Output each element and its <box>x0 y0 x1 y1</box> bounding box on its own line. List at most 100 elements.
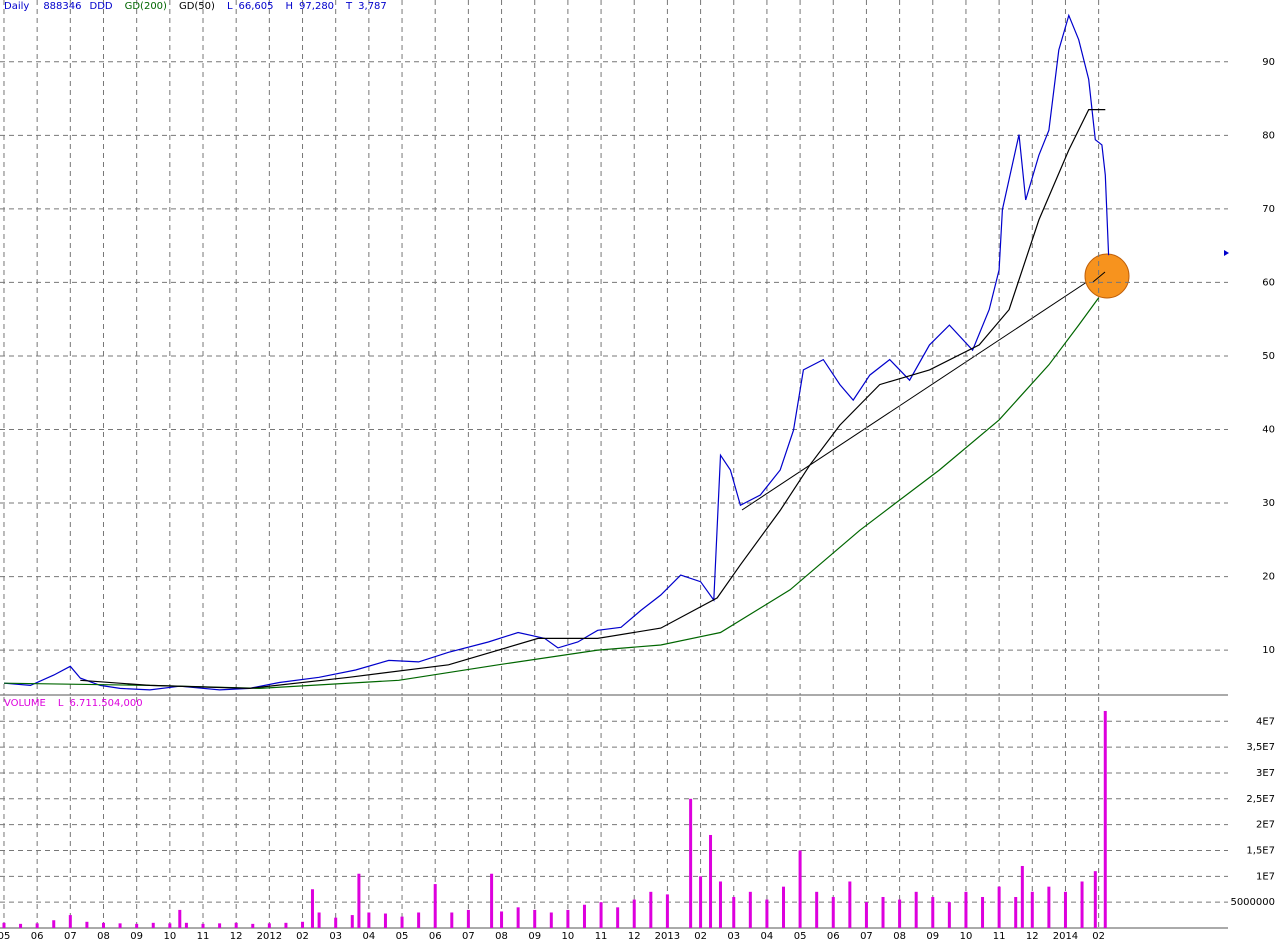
volume-bar <box>566 909 570 928</box>
volume-bar <box>52 920 56 928</box>
header-text: 97,280 <box>299 1 334 12</box>
y-tick-label: 80 <box>1262 130 1275 141</box>
highlight-circle <box>1084 253 1130 299</box>
volume-bar <box>2 922 6 928</box>
volume-bar <box>549 912 553 928</box>
volume-bar <box>178 909 182 928</box>
x-tick-label: 2013 <box>655 931 680 942</box>
volume-bar <box>400 916 404 928</box>
volume-bar <box>881 896 885 928</box>
volume-bar <box>1093 871 1097 928</box>
volume-bar <box>649 891 653 928</box>
volume-bar <box>848 881 852 928</box>
x-tick-label: 10 <box>562 931 575 942</box>
x-tick-label: 2012 <box>257 931 282 942</box>
volume-bar <box>765 899 769 928</box>
header-text: VOLUME <box>4 698 46 709</box>
x-tick-label: 07 <box>64 931 77 942</box>
x-tick-label: 08 <box>893 931 906 942</box>
volume-bar <box>1020 865 1024 928</box>
volume-bar <box>1080 881 1084 928</box>
trendline-end <box>1092 271 1106 283</box>
y-tick-label: 70 <box>1262 204 1275 215</box>
volume-bar <box>350 915 354 928</box>
volume-bar <box>798 850 802 928</box>
volume-bar <box>201 923 205 928</box>
price-marker <box>1224 250 1229 256</box>
header-text: 6.711.504,000 <box>69 698 142 709</box>
volume-bar <box>699 876 703 928</box>
volume-bar <box>632 899 636 928</box>
volume-bar <box>599 902 603 928</box>
volume-bar <box>301 921 305 928</box>
volume-bar <box>466 909 470 928</box>
volume-bar <box>782 886 786 928</box>
y-tick-label: 3E7 <box>1256 768 1275 779</box>
volume-bar <box>815 891 819 928</box>
x-tick-label: 06 <box>31 931 44 942</box>
x-tick-label: 02 <box>296 931 309 942</box>
volume-bar <box>689 798 693 928</box>
volume-bar <box>367 912 371 928</box>
volume-bar <box>831 896 835 928</box>
x-tick-label: 08 <box>97 931 110 942</box>
trendline <box>741 269 1106 511</box>
x-tick-label: 12 <box>1026 931 1039 942</box>
volume-bar <box>616 907 620 928</box>
volume-bar <box>1047 886 1051 928</box>
volume-bar <box>490 873 494 928</box>
header-text: 888346 <box>43 1 81 12</box>
x-tick-label: 02 <box>1092 931 1105 942</box>
x-tick-label: 2014 <box>1053 931 1078 942</box>
x-tick-label: 03 <box>727 931 740 942</box>
volume-bar <box>1063 891 1067 928</box>
header-text: T <box>345 1 353 12</box>
y-tick-label: 10 <box>1262 645 1275 656</box>
x-tick-label: 05 <box>0 931 10 942</box>
volume-bar <box>718 881 722 928</box>
volume-bar <box>516 907 520 928</box>
volume-bar <box>101 922 105 928</box>
x-tick-label: 08 <box>495 931 508 942</box>
y-tick-label: 90 <box>1262 57 1275 68</box>
volume-bar <box>964 891 968 928</box>
y-tick-label: 50 <box>1262 351 1275 362</box>
volume-bar <box>947 902 951 928</box>
volume-bar <box>709 834 713 928</box>
volume-bar <box>310 889 314 928</box>
header-text: 3,787 <box>358 1 387 12</box>
x-tick-label: 04 <box>761 931 774 942</box>
volume-bar <box>417 912 421 928</box>
volume-bar <box>533 909 537 928</box>
volume-bar <box>284 922 288 928</box>
volume-bar <box>898 899 902 928</box>
y-tick-label: 1E7 <box>1256 871 1275 882</box>
volume-bar <box>317 912 321 928</box>
volume-bar <box>450 912 454 928</box>
x-tick-label: 03 <box>329 931 342 942</box>
volume-bar <box>931 896 935 928</box>
y-tick-label: 5000000 <box>1230 897 1275 908</box>
header-text: Daily <box>4 1 29 12</box>
x-tick-label: 05 <box>396 931 409 942</box>
volume-bar <box>732 896 736 928</box>
x-tick-label: 11 <box>197 931 210 942</box>
volume-bar <box>251 923 255 928</box>
header-text: 66,605 <box>239 1 274 12</box>
volume-bar <box>35 923 39 928</box>
header-text: GD(50) <box>179 1 215 12</box>
volume-bar <box>85 921 89 928</box>
volume-bar <box>582 904 586 928</box>
x-tick-label: 12 <box>230 931 243 942</box>
volume-bar <box>665 894 669 928</box>
price-line <box>3 297 1100 690</box>
header-text: GD(200) <box>125 1 167 12</box>
x-tick-label: 09 <box>926 931 939 942</box>
y-tick-label: 2,5E7 <box>1246 794 1275 805</box>
y-tick-label: 20 <box>1262 572 1275 583</box>
volume-bar <box>357 873 361 928</box>
x-tick-label: 10 <box>163 931 176 942</box>
y-tick-label: 4E7 <box>1256 716 1275 727</box>
volume-bar <box>234 922 238 928</box>
